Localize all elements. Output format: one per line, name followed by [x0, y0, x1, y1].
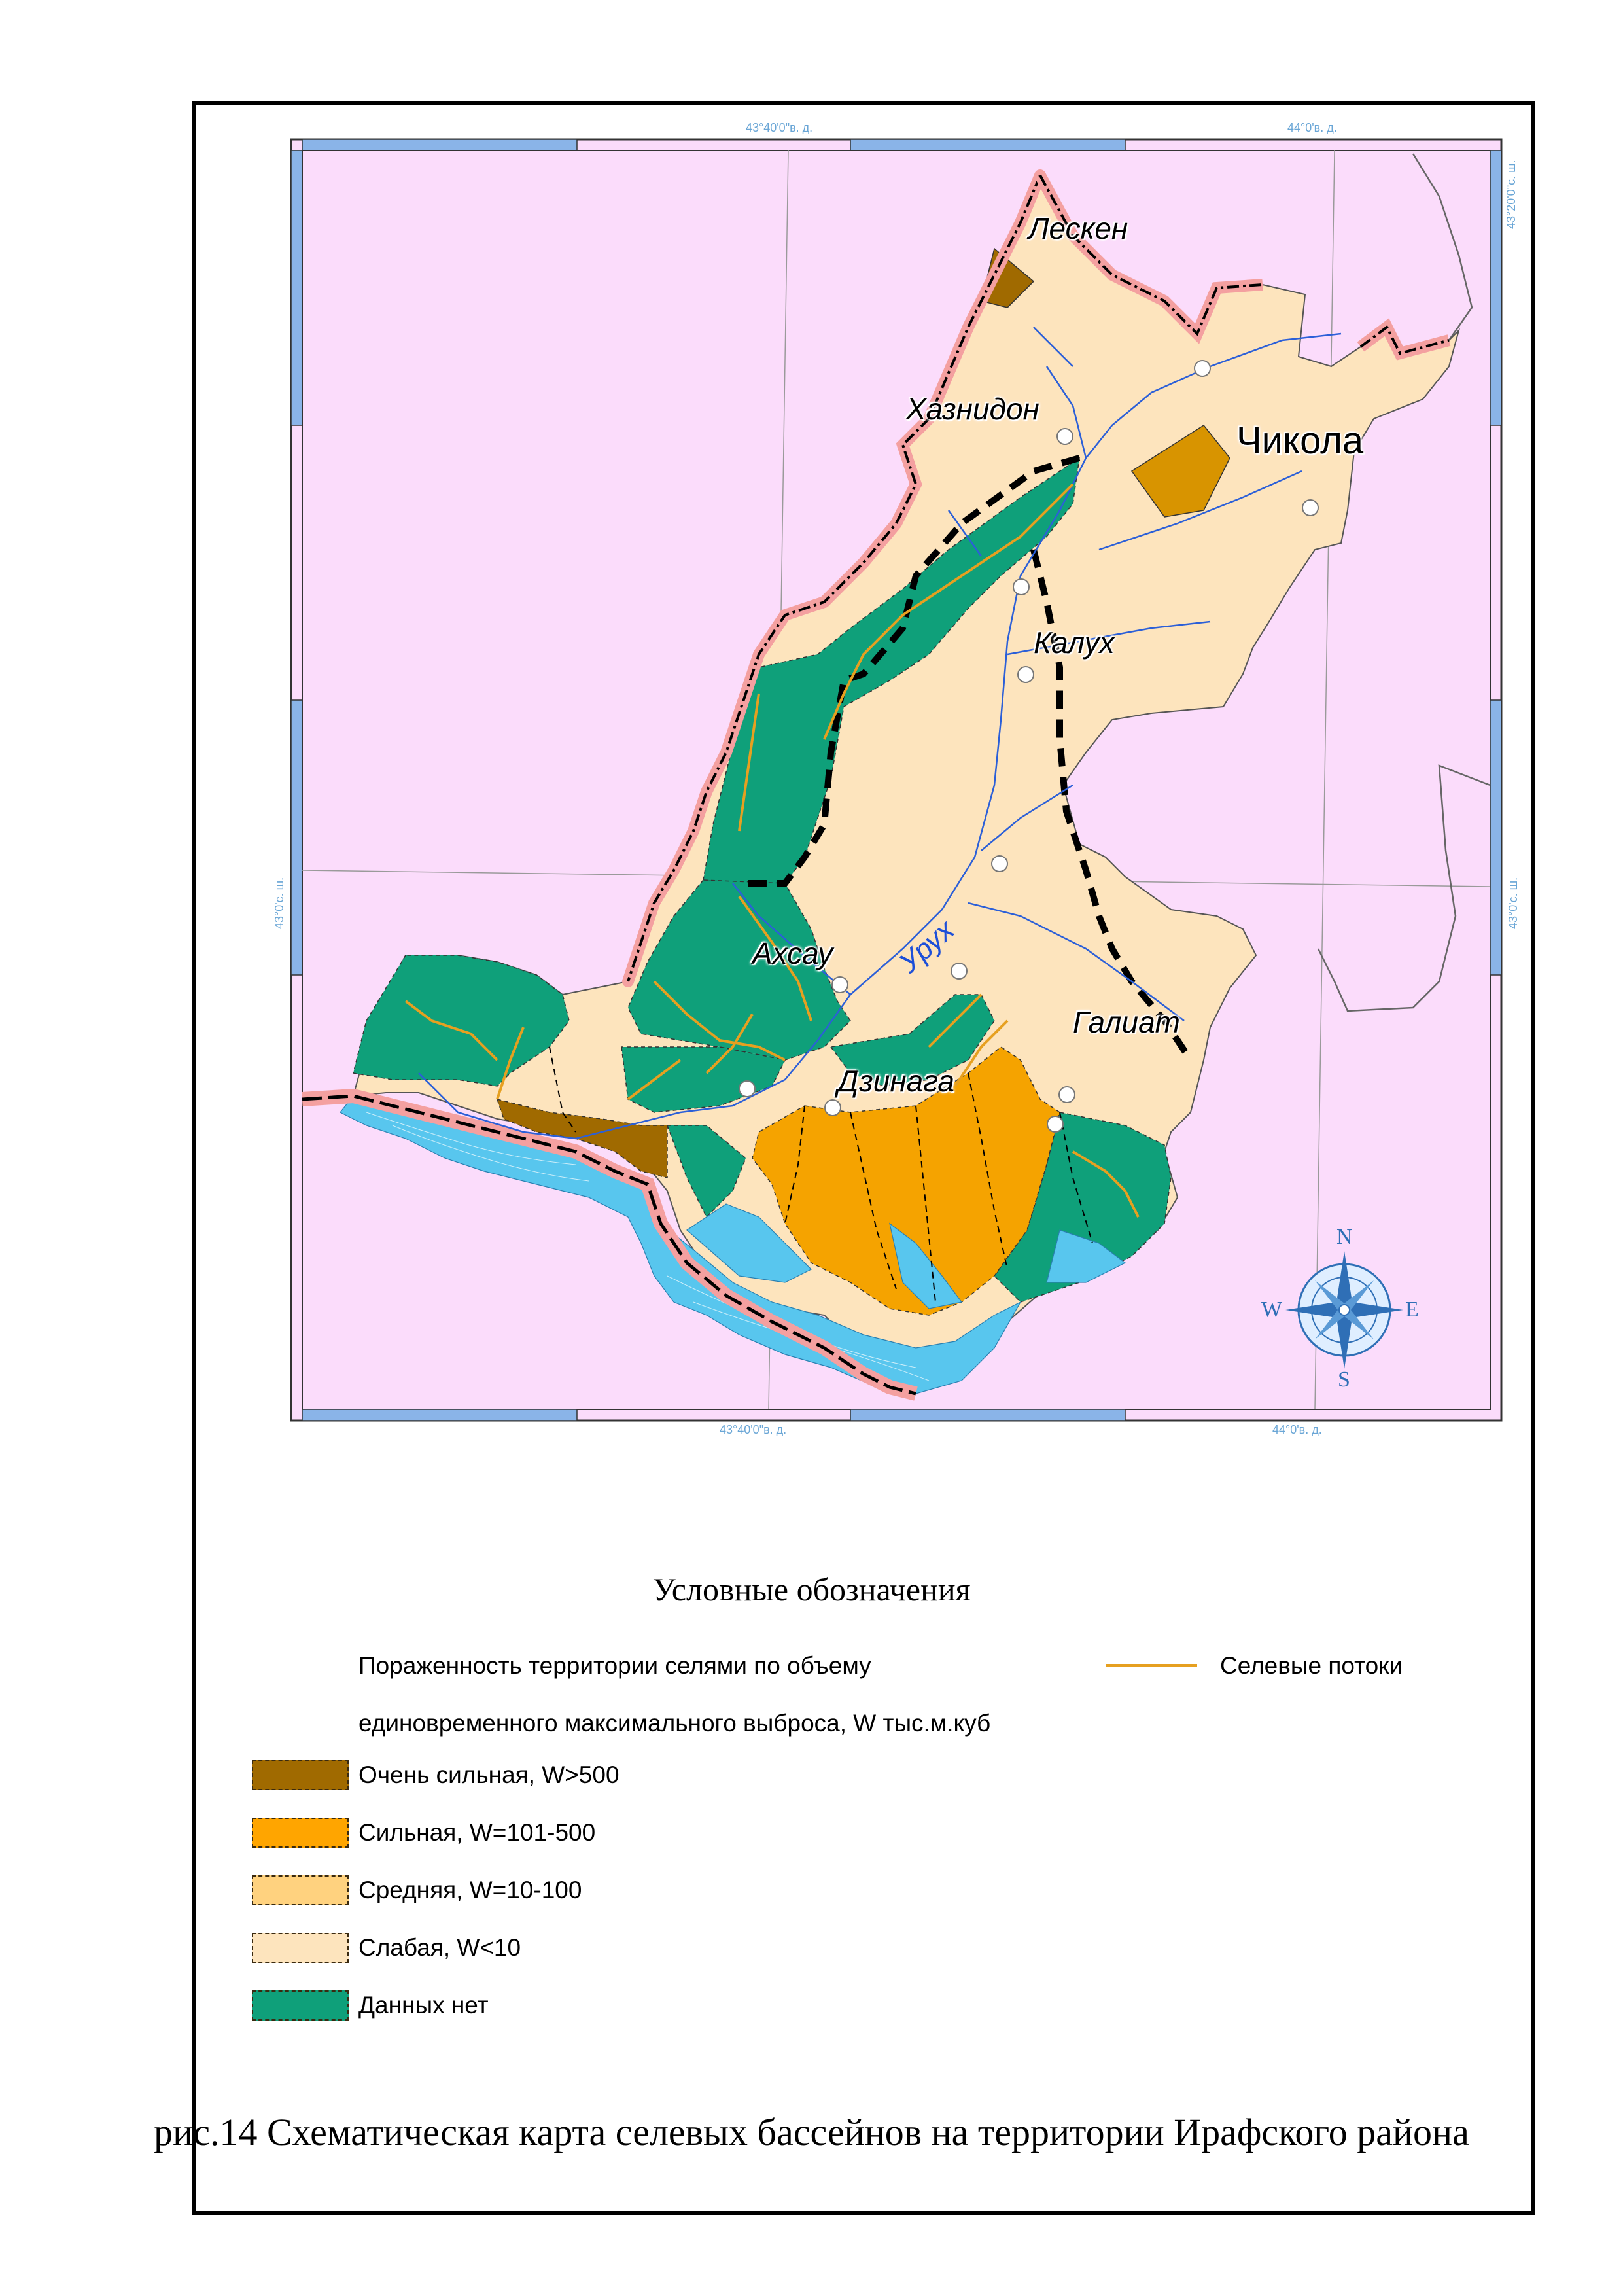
compass-w: W — [1261, 1298, 1283, 1322]
place-chikola: Чикола — [1236, 419, 1364, 462]
legend-swatch — [252, 1760, 349, 1790]
border-segments — [290, 139, 1502, 1421]
legend-item-label: Данных нет — [358, 1992, 489, 2019]
place-galiat: Галиат — [1073, 1005, 1180, 1039]
coord-left-mid: 43°0'с. ш. — [273, 877, 286, 929]
legend-item-label: Слабая, W<10 — [358, 1934, 521, 1961]
place-dzinaga: Дзинага — [837, 1064, 955, 1098]
place-kalukh: Калух — [1034, 626, 1115, 660]
legend-heading-line1: Пораженность территории селями по объему — [358, 1652, 871, 1679]
coord-bottom-right: 44°0'в. д. — [1272, 1423, 1322, 1436]
legend-swatch — [252, 1875, 349, 1905]
coord-top-left: 43°40'0"в. д. — [746, 121, 813, 134]
coord-bottom-left: 43°40'0"в. д. — [720, 1423, 787, 1436]
coord-top-right: 44°0'в. д. — [1287, 121, 1337, 134]
figure-caption: рис.14 Схематическая карта селевых бассе… — [154, 2111, 1469, 2153]
compass-rose-icon — [1285, 1251, 1403, 1369]
compass-s: S — [1338, 1368, 1350, 1392]
legend-swatch — [252, 1818, 349, 1848]
legend-heading-line2: единовременного максимального выброса, W… — [358, 1710, 991, 1737]
legend-swatch — [252, 1933, 349, 1963]
no-data-zones — [353, 457, 1172, 1303]
legend-mudflow-label: Селевые потоки — [1220, 1652, 1403, 1679]
place-khaznidon: Хазнидон — [906, 392, 1039, 426]
place-lesken: Лескен — [1028, 211, 1128, 245]
coord-right-top: 43°20'0"с. ш. — [1505, 160, 1518, 229]
state-border — [302, 169, 1451, 1401]
rivers — [418, 327, 1342, 1140]
place-akhsau: Ахсау — [752, 936, 833, 970]
page-frame — [192, 101, 1535, 2215]
compass-e: E — [1405, 1298, 1419, 1322]
very-strong-zone — [496, 1098, 668, 1178]
legend-item-label: Очень сильная, W>500 — [358, 1761, 620, 1788]
settlements — [739, 360, 1319, 1133]
compass-n: N — [1336, 1225, 1353, 1249]
legend-title: Условные обозначения — [652, 1571, 971, 1608]
legend-item-label: Средняя, W=10-100 — [358, 1877, 582, 1903]
mudflows — [404, 483, 1140, 1218]
legend-swatch — [252, 1990, 349, 2021]
basin-lines — [549, 1046, 1093, 1303]
coord-right-mid: 43°0'с. ш. — [1507, 877, 1520, 929]
legend-item-label: Сильная, W=101-500 — [358, 1819, 596, 1846]
